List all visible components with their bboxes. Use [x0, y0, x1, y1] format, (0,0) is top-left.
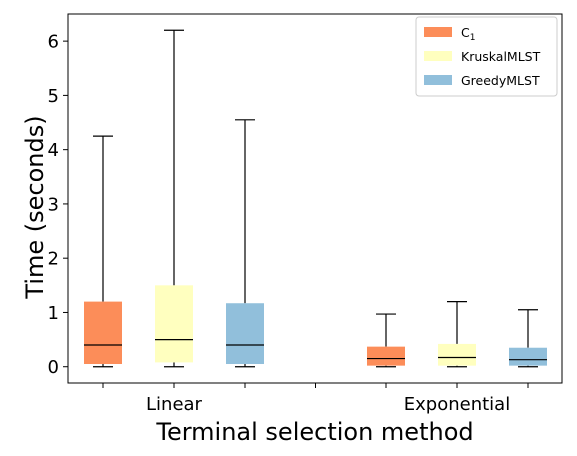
y-tick-label: 6 — [48, 32, 59, 53]
box-kruskalmlst-linear — [155, 29, 193, 368]
y-tick-label: 1 — [48, 303, 59, 324]
box-c-exponential — [367, 313, 405, 368]
y-tick-label: 3 — [48, 194, 59, 215]
x-axis-title: Terminal selection method — [155, 418, 473, 446]
x-tick-label-linear: Linear — [146, 394, 203, 415]
plot-area — [84, 29, 547, 368]
legend-swatch-kruskalmlst — [424, 51, 452, 61]
y-tick-label: 4 — [48, 140, 59, 161]
iqr-box — [155, 285, 193, 363]
box-kruskalmlst-exponential — [438, 301, 476, 368]
iqr-box — [367, 346, 405, 366]
box-greedymlst-linear — [226, 119, 264, 368]
legend-swatch-greedymlst — [424, 75, 452, 85]
iqr-box — [226, 303, 264, 365]
y-tick-label: 0 — [48, 357, 59, 378]
legend-label-kruskalmlst: KruskalMLST — [461, 49, 541, 64]
box-c-linear — [84, 135, 122, 368]
box-greedymlst-exponential — [509, 309, 547, 368]
iqr-box — [509, 347, 547, 366]
legend-label-greedymlst: GreedyMLST — [461, 73, 540, 88]
axes: 0 1 2 3 4 5 6 Linear Exponential — [48, 13, 563, 415]
legend-swatch-c — [424, 27, 452, 37]
iqr-box — [438, 343, 476, 366]
x-tick-label-exponential: Exponential — [404, 394, 510, 415]
y-tick-label: 2 — [48, 249, 59, 270]
iqr-box — [84, 301, 122, 365]
y-axis-title: Time (seconds) — [21, 115, 49, 299]
y-tick-label: 5 — [48, 86, 59, 107]
